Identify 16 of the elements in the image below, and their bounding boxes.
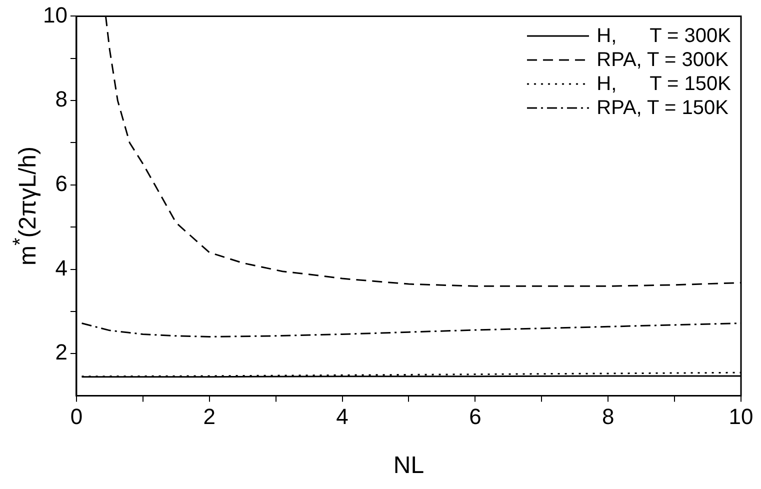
x-tick-label: 8 — [602, 404, 614, 430]
x-axis-title: NL — [393, 452, 424, 480]
x-tick-label: 2 — [203, 404, 216, 430]
x-tick-label: 10 — [728, 404, 754, 430]
legend-label: RPA, T = 300K — [596, 48, 728, 72]
y-tick-label: 2 — [55, 340, 68, 365]
x-tick-label: 6 — [469, 404, 482, 430]
y-tick-label: 8 — [55, 86, 68, 112]
legend-label: RPA, T = 150K — [596, 96, 728, 120]
x-tick-label: 4 — [336, 404, 348, 430]
legend-label: H, T = 300K — [596, 24, 731, 48]
x-tick-label: 0 — [70, 404, 83, 430]
y-tick-label: 4 — [55, 255, 68, 280]
y-tick-label: 10 — [42, 2, 68, 28]
y-tick-label: 6 — [55, 170, 68, 196]
legend-label: H, T = 150K — [596, 72, 731, 96]
